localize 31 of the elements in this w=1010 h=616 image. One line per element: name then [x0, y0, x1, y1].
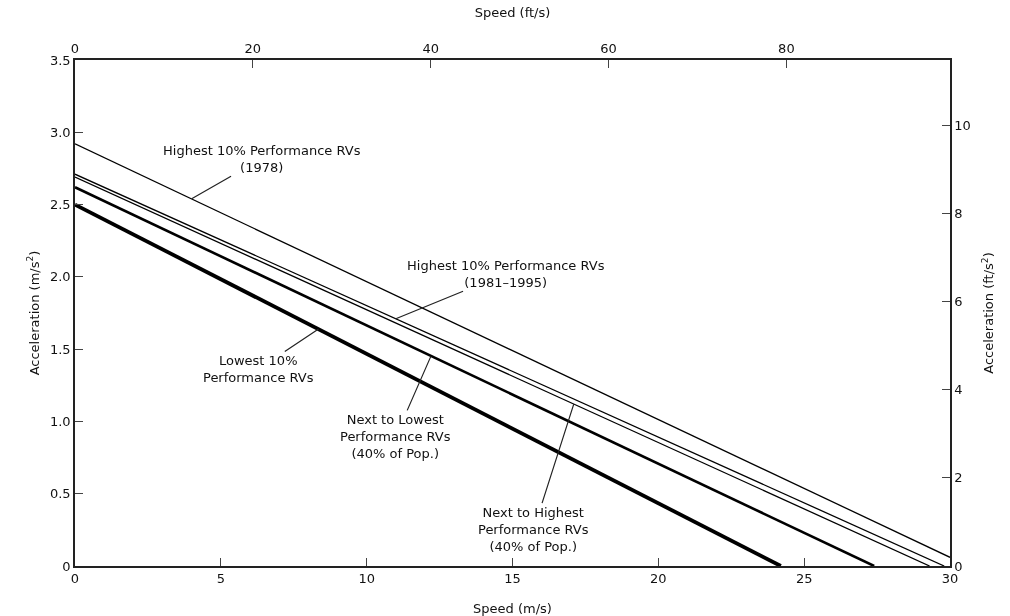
x-tick-label: 15 — [504, 571, 521, 587]
x-tick-label: 20 — [650, 571, 667, 587]
annotation: Highest 10% Performance RVs (1981–1995) — [407, 258, 605, 290]
x2-tick-label: 40 — [422, 41, 439, 57]
y2-tick-label: 2 — [954, 470, 963, 486]
annotation: Next to Highest Performance RVs (40% of Pop.) — [478, 505, 589, 554]
y-tick-label: 0 — [62, 558, 71, 574]
y-tick-label: 2.5 — [49, 197, 71, 213]
annotation: Lowest 10% Performance RVs — [203, 353, 314, 385]
x-tick-label: 30 — [941, 571, 959, 587]
y-tick-label: 3.0 — [49, 124, 71, 140]
y-tick-label: 1.0 — [49, 413, 71, 429]
y2-tick-label: 4 — [954, 382, 963, 398]
y-tick-label: 0.5 — [49, 486, 71, 502]
y2-tick-label: 0 — [954, 558, 963, 574]
x2-tick-label: 60 — [600, 41, 617, 57]
x-axis-title: Speed (m/s) — [473, 601, 552, 616]
y-tick-label: 3.5 — [49, 52, 71, 68]
y2-tick-label: 10 — [954, 117, 971, 133]
x2-axis-title: Speed (ft/s) — [474, 5, 551, 20]
x-tick-label: 25 — [795, 571, 813, 587]
annotation: Highest 10% Performance RVs (1978) — [163, 143, 361, 175]
x2-tick-label: 80 — [778, 41, 795, 57]
y-tick-label: 1.5 — [49, 341, 71, 357]
y2-tick-label: 8 — [954, 205, 963, 221]
y2-tick-label: 6 — [954, 294, 963, 310]
x2-tick-label: 20 — [244, 41, 262, 57]
x-tick-label: 5 — [216, 571, 225, 587]
x-tick-label: 10 — [358, 571, 375, 587]
y-tick-label: 2.0 — [49, 269, 71, 285]
annotation: Next to Lowest Performance RVs (40% of Pop.) — [340, 412, 451, 461]
